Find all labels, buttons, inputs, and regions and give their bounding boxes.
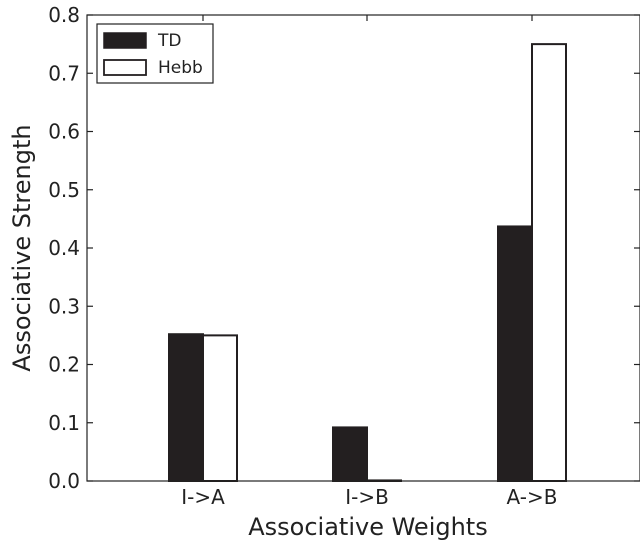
legend: TD Hebb [96, 23, 214, 84]
bars-layer [168, 43, 567, 483]
x-tick-label: A->B [507, 485, 558, 509]
legend-swatch-hebb [103, 59, 147, 76]
bar-hebb-a-b [531, 43, 567, 482]
y-tick-label: 0.1 [48, 411, 80, 435]
y-tick-label: 0.5 [48, 178, 80, 202]
bar-td-a-b [497, 225, 533, 482]
y-tick-label: 0.4 [48, 236, 80, 260]
legend-label-hebb: Hebb [158, 58, 203, 78]
y-tick-label: 0.2 [48, 353, 80, 377]
y-tick-label: 0.0 [48, 469, 80, 493]
y-axis-title: Associative Strength [8, 124, 36, 371]
y-tick-label: 0.6 [48, 120, 80, 144]
x-tick-label: I->B [345, 485, 389, 509]
bar-td-i-b [332, 426, 368, 483]
x-tick-label: I->A [181, 485, 225, 509]
bar-hebb-i-a [202, 334, 238, 482]
y-tick-label: 0.3 [48, 294, 80, 318]
legend-label-td: TD [157, 31, 181, 51]
ticks-layer: 0.0 0.1 0.2 0.3 0.4 0.5 0.6 0.7 0.8 I->A I->B A->B [48, 3, 640, 509]
bar-td-i-a [168, 333, 204, 482]
legend-swatch-td [103, 32, 147, 49]
x-axis-title: Associative Weights [248, 513, 487, 541]
y-tick-label: 0.7 [48, 61, 80, 85]
y-tick-label: 0.8 [48, 3, 80, 27]
